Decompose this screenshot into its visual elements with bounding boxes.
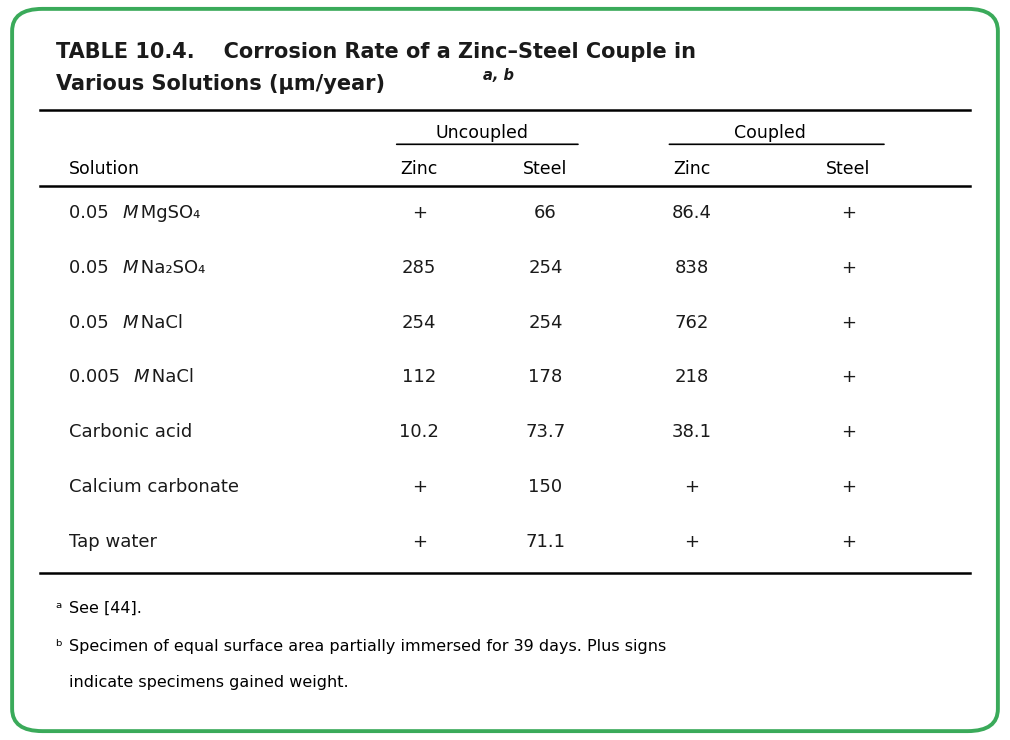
Text: 38.1: 38.1 [672, 423, 712, 441]
Text: 254: 254 [528, 259, 563, 277]
Text: Zinc: Zinc [400, 161, 438, 178]
Text: +: + [841, 259, 855, 277]
Text: 73.7: 73.7 [525, 423, 566, 441]
Text: 112: 112 [402, 369, 436, 386]
Text: NaCl: NaCl [135, 314, 184, 332]
Text: +: + [685, 533, 699, 551]
Text: ᵇ: ᵇ [56, 639, 63, 654]
Text: 254: 254 [402, 314, 436, 332]
Text: M: M [122, 314, 138, 332]
Text: Solution: Solution [69, 161, 139, 178]
Text: 178: 178 [528, 369, 563, 386]
Text: Coupled: Coupled [734, 124, 806, 142]
Text: +: + [412, 478, 426, 496]
Text: 71.1: 71.1 [525, 533, 566, 551]
Text: Steel: Steel [523, 161, 568, 178]
Text: Carbonic acid: Carbonic acid [69, 423, 192, 441]
Text: 254: 254 [528, 314, 563, 332]
Text: NaCl: NaCl [146, 369, 194, 386]
Text: +: + [841, 314, 855, 332]
Text: 66: 66 [534, 204, 557, 222]
Text: Steel: Steel [826, 161, 871, 178]
Text: +: + [841, 369, 855, 386]
Text: M: M [122, 259, 138, 277]
Text: Specimen of equal surface area partially immersed for 39 days. Plus signs: Specimen of equal surface area partially… [69, 639, 666, 654]
Text: Uncoupled: Uncoupled [435, 124, 529, 142]
Text: 838: 838 [675, 259, 709, 277]
Text: MgSO₄: MgSO₄ [135, 204, 201, 222]
Text: indicate specimens gained weight.: indicate specimens gained weight. [69, 675, 348, 690]
Text: Tap water: Tap water [69, 533, 157, 551]
Text: Zinc: Zinc [673, 161, 711, 178]
Text: 0.05: 0.05 [69, 259, 112, 277]
Text: +: + [841, 533, 855, 551]
Text: ᵃ: ᵃ [56, 601, 62, 616]
Text: 0.005: 0.005 [69, 369, 123, 386]
Text: +: + [841, 478, 855, 496]
Text: 0.05: 0.05 [69, 314, 112, 332]
Text: +: + [685, 478, 699, 496]
Text: +: + [841, 204, 855, 222]
Text: 218: 218 [675, 369, 709, 386]
Text: Calcium carbonate: Calcium carbonate [69, 478, 238, 496]
Text: +: + [412, 533, 426, 551]
Text: 285: 285 [402, 259, 436, 277]
Text: a, b: a, b [483, 68, 514, 83]
Text: M: M [122, 204, 138, 222]
Text: +: + [841, 423, 855, 441]
Text: See [44].: See [44]. [69, 601, 141, 616]
Text: 10.2: 10.2 [399, 423, 439, 441]
Text: 762: 762 [675, 314, 709, 332]
Text: M: M [133, 369, 148, 386]
Text: +: + [412, 204, 426, 222]
Text: 86.4: 86.4 [672, 204, 712, 222]
Text: Na₂SO₄: Na₂SO₄ [135, 259, 206, 277]
Text: 150: 150 [528, 478, 563, 496]
Text: 0.05: 0.05 [69, 204, 112, 222]
Text: TABLE 10.4.    Corrosion Rate of a Zinc–Steel Couple in: TABLE 10.4. Corrosion Rate of a Zinc–Ste… [56, 41, 696, 62]
Text: Various Solutions (μm/year): Various Solutions (μm/year) [56, 74, 385, 95]
